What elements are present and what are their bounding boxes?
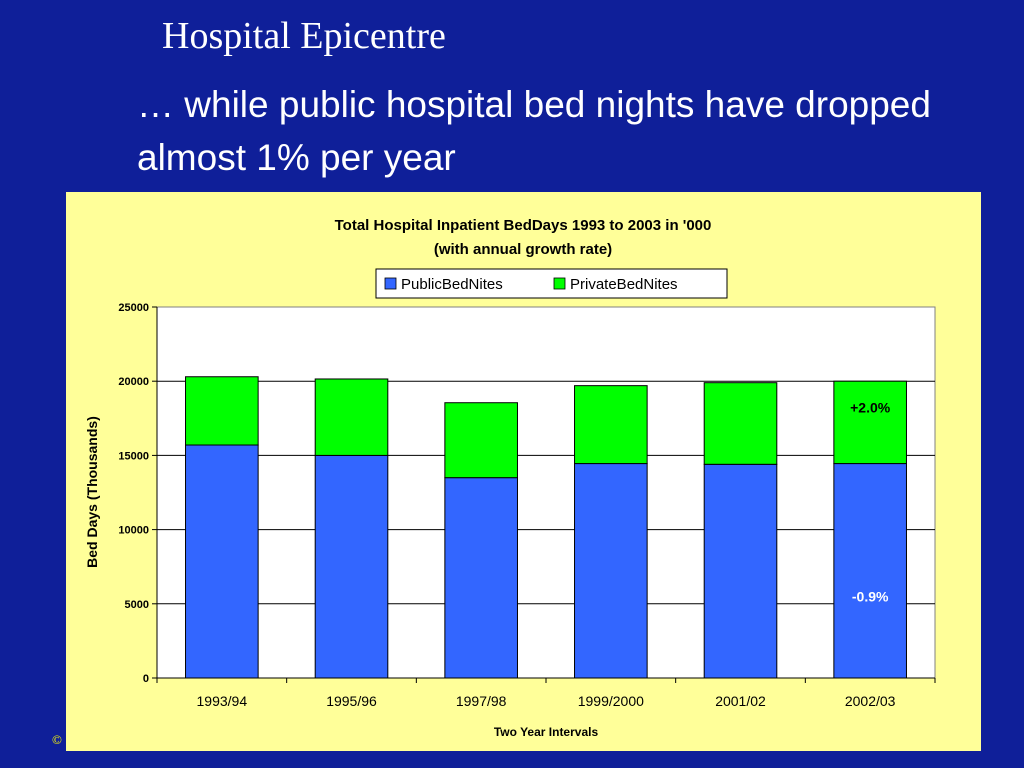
axes: 0 5000 10000 15000 20000 25000 1993/94 1995/96 1… <box>118 302 936 709</box>
bar-publicbednites <box>703 463 778 679</box>
x-axis-title: Two Year Intervals <box>494 725 599 739</box>
slide-title: Hospital Epicentre <box>162 15 446 57</box>
legend-swatch-private <box>553 277 566 290</box>
y-axis-title: Bed Days (Thousands) <box>84 416 100 568</box>
bar-publicbednites <box>314 454 389 679</box>
y-tick-label: 25000 <box>118 302 149 314</box>
x-tick-label: 1999/2000 <box>578 693 644 709</box>
copyright-mark: © <box>52 732 62 747</box>
legend-box <box>375 268 728 299</box>
bar-privatebednites <box>444 402 518 479</box>
growth-rate-label: +2.0% <box>850 400 891 416</box>
legend-label-public: PublicBedNites <box>401 276 503 293</box>
bar-privatebednites <box>314 378 389 456</box>
bar-privatebednites <box>185 376 259 446</box>
y-tick-label: 20000 <box>118 376 149 388</box>
plot-area <box>156 306 936 679</box>
x-tick-label: 2001/02 <box>715 693 766 709</box>
bar-privatebednites <box>574 385 648 465</box>
x-tick-label: 1995/96 <box>326 693 377 709</box>
legend-label-private: PrivateBedNites <box>570 276 678 293</box>
bar-publicbednites <box>444 477 518 679</box>
y-tick-label: 5000 <box>125 599 149 611</box>
y-tick-label: 15000 <box>118 450 149 462</box>
growth-rate-label: -0.9% <box>852 589 889 605</box>
bar-privatebednites <box>703 382 778 465</box>
x-tick-label: 2002/03 <box>845 693 896 709</box>
bed-days-chart: Total Hospital Inpatient BedDays 1993 to… <box>84 217 936 739</box>
gridlines <box>157 380 935 605</box>
chart-panel: Total Hospital Inpatient BedDays 1993 to… <box>66 192 981 751</box>
y-tick-label: 0 <box>143 673 149 685</box>
bar-publicbednites <box>185 444 259 679</box>
chart-title: Total Hospital Inpatient BedDays 1993 to… <box>335 217 712 234</box>
bar-publicbednites <box>833 463 907 679</box>
slide-subtitle: … while public hospital bed nights have … <box>137 84 931 178</box>
legend-swatch-public <box>384 277 397 290</box>
bar-publicbednites <box>574 463 648 679</box>
bar-privatebednites <box>833 380 907 465</box>
y-tick-label: 10000 <box>118 525 149 537</box>
chart-subtitle: (with annual growth rate) <box>434 241 612 258</box>
legend: PublicBedNites PrivateBedNites <box>375 268 728 299</box>
x-tick-label: 1997/98 <box>456 693 507 709</box>
x-tick-label: 1993/94 <box>197 693 248 709</box>
